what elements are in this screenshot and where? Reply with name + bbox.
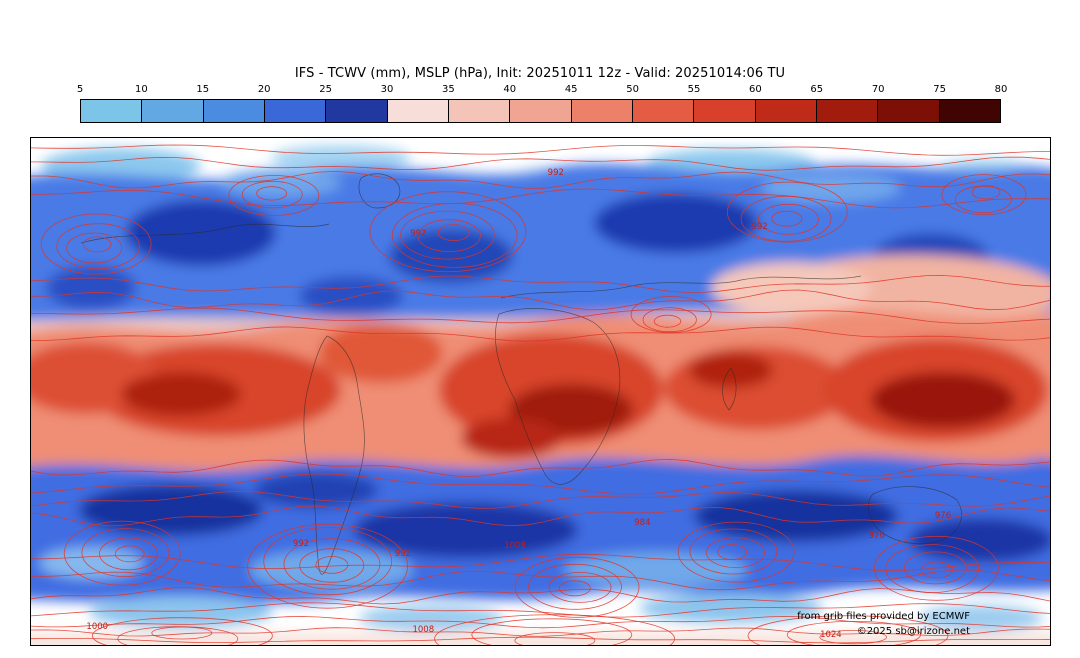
colorbar-segment [570, 100, 632, 122]
colorbar-segment [754, 100, 816, 122]
colorbar-tick-label: 15 [196, 84, 210, 95]
colorbar-tick-label: 65 [810, 84, 824, 95]
colorbar-segment [81, 100, 142, 122]
colorbar-segment [263, 100, 326, 122]
colorbar-tick-label: 70 [871, 84, 885, 95]
colorbar-tick-label: 30 [380, 84, 394, 95]
colorbar-tick-label: 60 [749, 84, 762, 95]
colorbar-tick-label: 45 [564, 84, 578, 95]
colorbar-tick-label: 20 [257, 84, 271, 95]
colorbar-segment [141, 100, 203, 122]
colorbar-segment [877, 100, 939, 122]
colorbar-segment [631, 100, 694, 122]
colorbar-segment [325, 100, 387, 122]
colorbar-segment [693, 100, 755, 122]
colorbar-segment [386, 100, 448, 122]
colorbar-tick-label: 5 [76, 84, 84, 95]
colorbar-tick-label: 10 [135, 84, 148, 95]
colorbar-tick-label: 75 [933, 84, 946, 95]
attribution-copyright: ©2025 sb@irizone.net [856, 626, 970, 637]
colorbar-tick-label: 55 [687, 84, 701, 95]
colorbar-segment [938, 100, 1000, 122]
colorbar-tick-label: 50 [626, 84, 639, 95]
isobar-layer [31, 144, 1050, 645]
world-map-art [31, 138, 1050, 645]
colorbar-tick-label: 40 [503, 84, 517, 95]
map-canvas: 992 992 992 1000 1008 1024 1008 992 992 984 976 976… [30, 137, 1051, 646]
colorbar-segment [815, 100, 878, 122]
colorbar-ticks: 5 10 15 20 25 30 35 40 45 50 55 60 65 70 75 80 [76, 84, 1008, 98]
chart-title: IFS - TCWV (mm), MSLP (hPa), Init: 20251… [294, 66, 786, 81]
colorbar-tick-label: 25 [319, 84, 332, 95]
colorbar-tick-label: 80 [994, 84, 1008, 95]
colorbar: 5 10 15 20 25 30 35 40 45 50 55 60 65 70 75 80 [76, 84, 1008, 123]
attribution: from grib files provided by ECMWF ©2025 … [797, 609, 970, 639]
colorbar-bar [80, 99, 1001, 123]
colorbar-tick-label: 35 [442, 84, 455, 95]
colorbar-segment [447, 100, 510, 122]
coastline-layer [80, 173, 962, 575]
colorbar-segment [509, 100, 571, 122]
colorbar-segment [202, 100, 264, 122]
tcwv-fill-layer [31, 145, 1050, 645]
attribution-source: from grib files provided by ECMWF [797, 611, 970, 622]
